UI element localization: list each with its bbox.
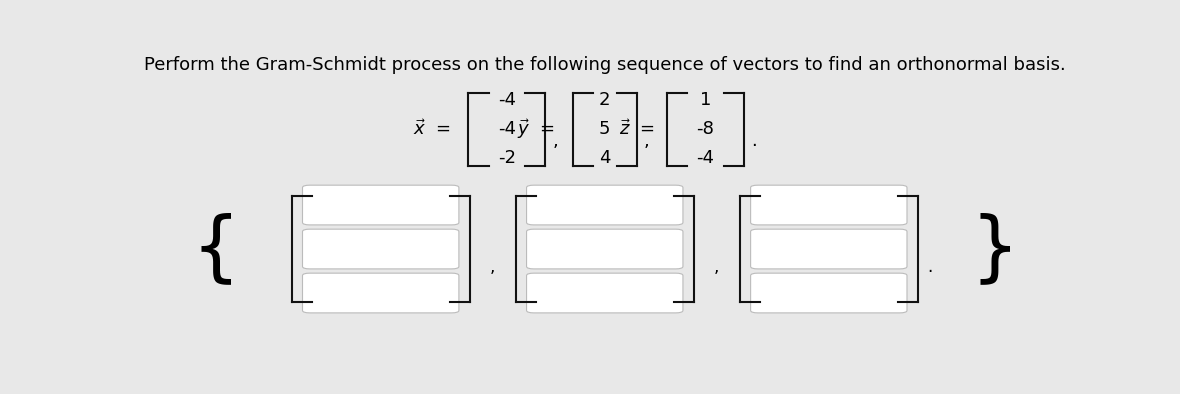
FancyBboxPatch shape [750,185,907,225]
Text: -2: -2 [498,149,516,167]
FancyBboxPatch shape [526,229,683,269]
FancyBboxPatch shape [526,185,683,225]
Text: ,: , [714,258,720,276]
FancyBboxPatch shape [750,229,907,269]
FancyBboxPatch shape [302,229,459,269]
FancyBboxPatch shape [302,273,459,313]
Text: ,: , [490,258,496,276]
Text: ,: , [552,132,558,151]
Text: 4: 4 [599,149,610,167]
Text: -4: -4 [696,149,714,167]
Text: ,: , [644,132,650,151]
Text: {: { [192,212,241,286]
Text: 2: 2 [599,91,610,110]
FancyBboxPatch shape [750,273,907,313]
Text: Perform the Gram-Schmidt process on the following sequence of vectors to find an: Perform the Gram-Schmidt process on the … [144,56,1066,74]
Text: $\vec{y}$  =: $\vec{y}$ = [517,117,555,141]
FancyBboxPatch shape [526,273,683,313]
Text: .: . [752,132,756,151]
Text: -4: -4 [498,120,516,138]
Text: $\vec{z}$  =: $\vec{z}$ = [620,119,655,139]
Text: 1: 1 [700,91,712,110]
Text: -8: -8 [696,120,714,138]
Text: 5: 5 [599,120,610,138]
Text: }: } [971,212,1020,286]
FancyBboxPatch shape [302,185,459,225]
Text: .: . [927,258,932,276]
Text: $\vec{x}$  =: $\vec{x}$ = [413,119,451,139]
Text: -4: -4 [498,91,516,110]
